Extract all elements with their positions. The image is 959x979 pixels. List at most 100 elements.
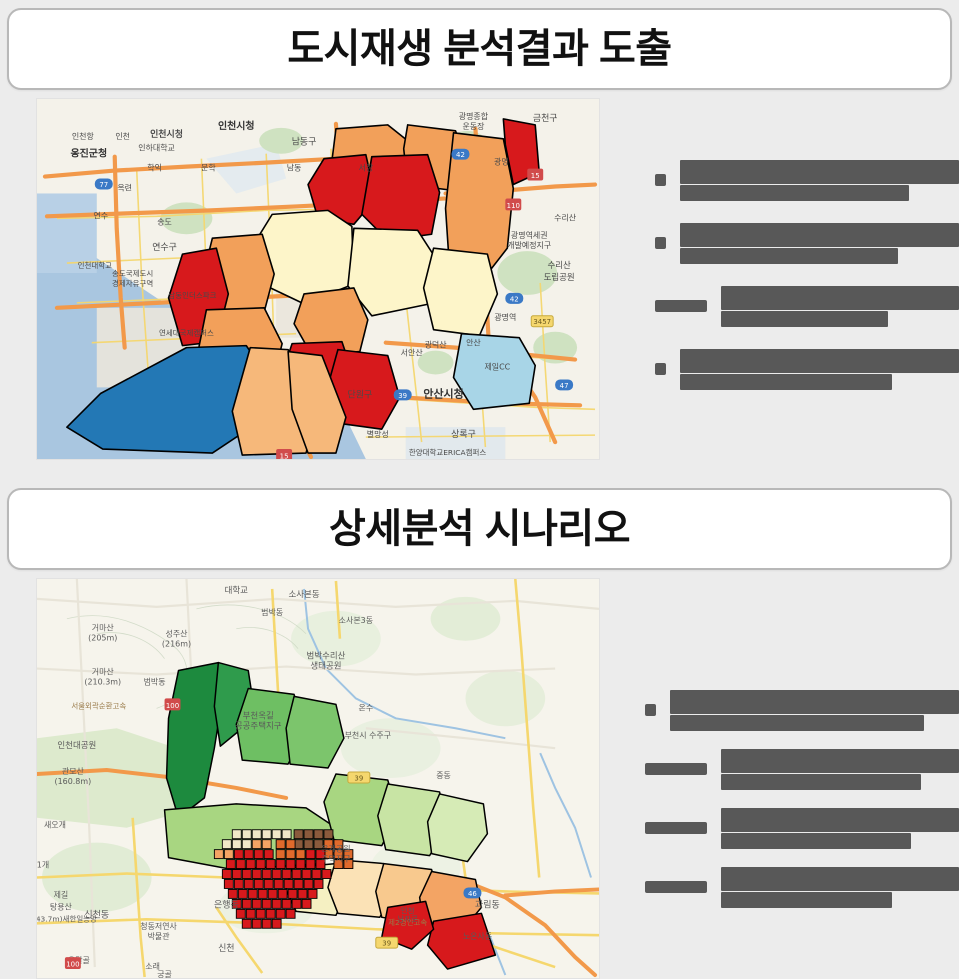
svg-text:100: 100 (66, 961, 79, 969)
svg-text:연수: 연수 (93, 211, 108, 220)
svg-text:안산: 안산 (466, 338, 481, 348)
svg-text:77: 77 (99, 181, 108, 189)
page-title-analysis-result: 도시재생 분석결과 도출 (287, 27, 672, 71)
svg-text:인천대공원: 인천대공원 (57, 740, 96, 750)
page-title-detailed-scenario: 상세분석 시나리오 (328, 507, 631, 551)
svg-text:110: 110 (507, 202, 520, 210)
svg-text:신천: 신천 (218, 943, 234, 954)
svg-text:15: 15 (280, 453, 289, 459)
svg-text:범박동: 범박동 (261, 607, 283, 617)
svg-text:옹진군청: 옹진군청 (71, 147, 108, 160)
detailed-scenario-bullet-list (645, 690, 959, 920)
section-title-box-analysis-result: 도시재생 분석결과 도출 (7, 8, 952, 90)
svg-text:39: 39 (382, 940, 391, 948)
svg-text:도립공원: 도립공원 (544, 272, 575, 282)
svg-text:청동저연사: 청동저연사 (140, 922, 177, 931)
svg-text:송도: 송도 (157, 217, 172, 226)
svg-text:인천시청: 인천시청 (218, 119, 255, 132)
redacted-text-block (680, 349, 959, 390)
svg-text:송도국제도시: 송도국제도시 (112, 269, 153, 278)
svg-text:거마산: 거마산 (92, 623, 115, 633)
svg-text:주택지구: 주택지구 (321, 854, 350, 864)
bullet-marker-icon (655, 363, 666, 375)
svg-text:궁골: 궁골 (157, 970, 172, 978)
svg-text:인천시청: 인천시청 (150, 128, 183, 140)
map-1-canvas: 인천항 인천 인천시청 인천시청 옹진군청 인하대학교 학익 문학 남동 서창 … (37, 99, 599, 459)
svg-text:대학교: 대학교 (225, 585, 249, 595)
list-item[interactable] (655, 286, 959, 327)
svg-text:공공주택지구: 공공주택지구 (235, 720, 282, 730)
svg-text:개발예정지구: 개발예정지구 (507, 240, 551, 250)
svg-text:인천대학교: 인천대학교 (78, 260, 112, 270)
svg-text:광명역세권: 광명역세권 (511, 230, 548, 240)
svg-text:광명역: 광명역 (494, 312, 516, 322)
incheon-regional-choropleth-map[interactable]: 인천항 인천 인천시청 인천시청 옹진군청 인하대학교 학익 문학 남동 서창 … (36, 98, 600, 460)
svg-text:중동: 중동 (436, 771, 451, 780)
svg-text:새오개: 새오개 (44, 820, 66, 830)
redacted-text-block (721, 749, 959, 790)
bullet-marker-icon (645, 881, 707, 893)
list-item[interactable] (655, 223, 959, 264)
svg-text:노온사동: 노온사동 (463, 932, 492, 941)
svg-text:경제자유구역: 경제자유구역 (112, 278, 153, 288)
svg-text:수리산: 수리산 (554, 212, 577, 222)
svg-text:(43.7m)새한일능앙: (43.7m)새한일능앙 (37, 914, 97, 923)
svg-text:단원구: 단원구 (348, 389, 373, 400)
svg-text:신천동: 신천동 (84, 909, 109, 920)
svg-text:1개: 1개 (37, 860, 49, 870)
svg-text:안산시청: 안산시청 (423, 386, 463, 400)
svg-text:서안산: 서안산 (401, 348, 424, 358)
svg-text:금천구: 금천구 (533, 113, 558, 124)
svg-text:서울외곽순환고속: 서울외곽순환고속 (71, 700, 126, 710)
svg-text:거마산: 거마산 (92, 667, 115, 677)
svg-text:39: 39 (398, 392, 407, 400)
map-2-canvas: 대학교 소사본동 소사본3동 거마산 (205m) 성주산 (216m) 거마산… (37, 579, 599, 978)
analysis-result-bullet-list (655, 160, 959, 390)
svg-text:연수구: 연수구 (152, 242, 177, 253)
svg-text:문학: 문학 (201, 163, 216, 173)
svg-text:한양대학교ERICA캠퍼스: 한양대학교ERICA캠퍼스 (409, 447, 486, 457)
svg-text:(205m): (205m) (88, 634, 117, 643)
svg-text:옥련: 옥련 (117, 182, 132, 192)
svg-text:광덕산: 광덕산 (425, 340, 448, 350)
svg-text:탕용산: 탕용산 (50, 901, 73, 911)
svg-text:범박수리산: 범박수리산 (307, 651, 346, 661)
svg-text:소사본3동: 소사본3동 (339, 616, 373, 625)
svg-text:소사본동: 소사본동 (288, 589, 319, 599)
bullet-marker-icon (645, 822, 707, 834)
bullet-marker-icon (645, 704, 656, 716)
svg-text:연세대국제캠퍼스: 연세대국제캠퍼스 (159, 328, 214, 338)
svg-text:서창: 서창 (359, 164, 374, 173)
svg-text:과림동: 과림동 (475, 898, 500, 910)
svg-text:박물관: 박물관 (148, 931, 171, 941)
svg-text:인천: 인천 (115, 131, 130, 141)
redacted-text-block (670, 690, 959, 731)
svg-text:학익: 학익 (147, 163, 162, 173)
redacted-text-block (680, 223, 959, 264)
svg-text:인하대학교: 인하대학교 (138, 143, 175, 153)
bullet-marker-icon (655, 237, 666, 249)
svg-text:별망성: 별망성 (367, 429, 389, 439)
bucheon-detailed-grid-choropleth-map[interactable]: 대학교 소사본동 소사본3동 거마산 (205m) 성주산 (216m) 거마산… (36, 578, 600, 979)
svg-text:46: 46 (468, 890, 477, 898)
svg-text:소래: 소래 (145, 962, 160, 971)
list-item[interactable] (655, 349, 959, 390)
list-item[interactable] (645, 867, 959, 908)
svg-text:39: 39 (354, 774, 363, 782)
list-item[interactable] (645, 749, 959, 790)
svg-text:3457: 3457 (533, 318, 551, 326)
bullet-marker-icon (645, 763, 707, 775)
list-item[interactable] (645, 690, 959, 731)
svg-text:온수: 온수 (359, 703, 374, 712)
svg-text:제길: 제길 (54, 890, 69, 899)
svg-text:42: 42 (456, 151, 465, 159)
redacted-text-block (721, 286, 959, 327)
svg-text:인천항: 인천항 (72, 131, 95, 141)
svg-text:범박동: 범박동 (144, 676, 166, 686)
svg-text:남동: 남동 (287, 164, 302, 173)
list-item[interactable] (645, 808, 959, 849)
svg-text:인천: 인천 (401, 905, 415, 915)
list-item[interactable] (655, 160, 959, 201)
svg-text:47: 47 (560, 382, 569, 390)
